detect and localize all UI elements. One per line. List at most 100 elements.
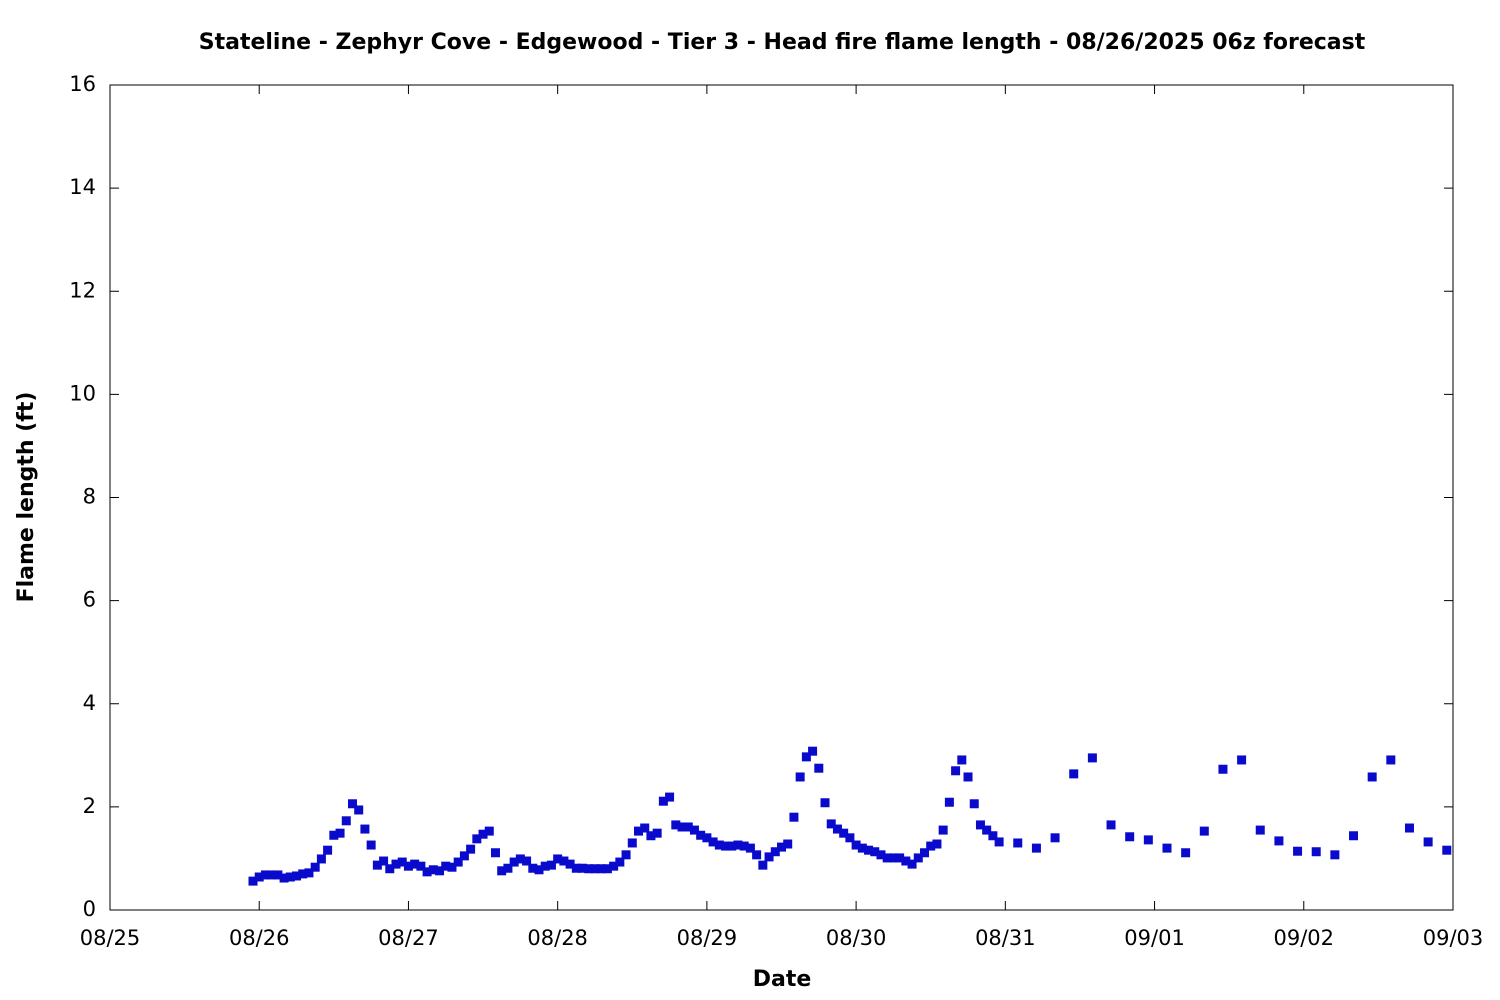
point	[801, 752, 811, 762]
point	[764, 852, 774, 862]
y-tick-label: 0	[83, 897, 96, 921]
point	[310, 862, 320, 872]
point	[795, 772, 805, 782]
point	[329, 830, 339, 840]
point	[609, 861, 619, 871]
point	[839, 828, 849, 838]
point	[901, 856, 911, 866]
y-tick-label: 12	[69, 278, 96, 302]
point	[279, 873, 289, 883]
point	[926, 841, 936, 851]
point	[944, 797, 954, 807]
point	[770, 847, 780, 857]
point	[1311, 847, 1321, 857]
point	[683, 822, 693, 832]
point	[441, 861, 451, 871]
point	[876, 850, 886, 860]
point	[490, 848, 500, 858]
point	[546, 860, 556, 870]
point	[478, 829, 488, 839]
x-tick-label: 08/28	[527, 926, 588, 950]
point	[957, 755, 967, 765]
point	[702, 833, 712, 843]
point	[347, 799, 357, 809]
point	[920, 848, 930, 858]
point	[503, 863, 513, 873]
point	[248, 876, 258, 886]
point	[783, 839, 793, 849]
point	[969, 799, 979, 809]
point	[714, 840, 724, 850]
x-tick-label: 09/02	[1274, 926, 1335, 950]
point	[708, 837, 718, 847]
point	[851, 840, 861, 850]
y-tick-label: 8	[83, 485, 96, 509]
point	[397, 857, 407, 867]
point	[932, 839, 942, 849]
point	[789, 812, 799, 822]
point	[1050, 833, 1060, 843]
point	[366, 840, 376, 850]
point	[615, 857, 625, 867]
point	[1255, 825, 1265, 835]
point	[335, 828, 345, 838]
point	[1237, 755, 1247, 765]
point	[1423, 837, 1433, 847]
point	[267, 870, 277, 880]
x-axis-label: Date	[753, 967, 812, 992]
point	[484, 826, 494, 836]
point	[1087, 753, 1097, 763]
point	[1143, 835, 1153, 845]
point	[416, 861, 426, 871]
point	[590, 864, 600, 874]
point	[832, 824, 842, 834]
point	[459, 851, 469, 861]
x-tick-label: 08/26	[229, 926, 290, 950]
point	[739, 841, 749, 851]
point	[410, 859, 420, 869]
point	[677, 822, 687, 832]
point	[646, 831, 656, 841]
point	[379, 856, 389, 866]
x-tick-label: 08/27	[378, 926, 439, 950]
point	[260, 870, 270, 880]
point	[745, 843, 755, 853]
point	[285, 872, 295, 882]
chart-title: Stateline - Zephyr Cove - Edgewood - Tie…	[199, 30, 1366, 55]
y-tick-label: 6	[83, 588, 96, 612]
point	[360, 824, 370, 834]
x-tick-label: 08/31	[975, 926, 1036, 950]
x-tick-label: 09/01	[1124, 926, 1185, 950]
point	[882, 853, 892, 863]
point	[658, 796, 668, 806]
point	[777, 842, 786, 852]
point	[820, 798, 830, 808]
point	[857, 843, 867, 853]
point	[472, 834, 482, 844]
point	[640, 823, 650, 833]
point	[428, 865, 438, 875]
point	[584, 864, 594, 874]
point	[870, 847, 880, 857]
point	[1442, 845, 1452, 855]
point	[1404, 823, 1414, 833]
x-tick-label: 08/30	[826, 926, 887, 950]
y-axis-label: Flame length (ft)	[14, 392, 39, 603]
point	[1386, 755, 1396, 765]
point	[808, 746, 818, 756]
point	[316, 854, 326, 864]
point	[696, 830, 706, 840]
point	[540, 861, 550, 871]
point	[895, 853, 905, 863]
y-tick-label: 14	[69, 175, 96, 199]
point	[497, 866, 507, 876]
point	[1218, 764, 1228, 774]
point	[292, 871, 302, 881]
point	[1330, 850, 1340, 860]
point	[727, 841, 737, 851]
point	[1013, 838, 1023, 848]
point	[633, 826, 643, 836]
point	[938, 825, 948, 835]
point	[1162, 843, 1172, 853]
point	[665, 792, 675, 802]
